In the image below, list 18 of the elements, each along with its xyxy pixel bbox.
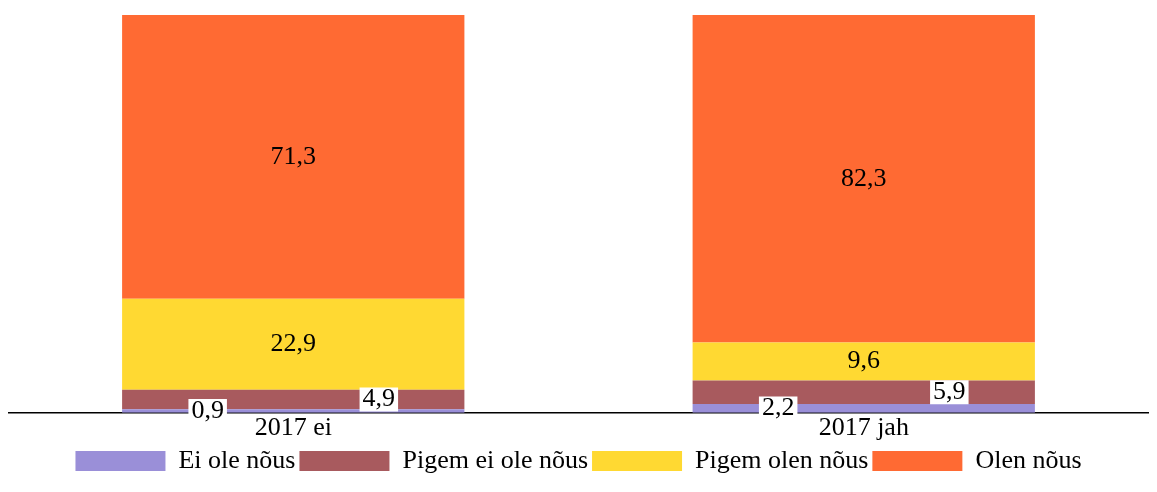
legend-label: Olen nõus xyxy=(975,444,1082,474)
data-label: 9,6 xyxy=(847,345,880,375)
data-label: 2,2 xyxy=(761,392,795,422)
data-label: 82,3 xyxy=(841,162,887,192)
legend-label: Ei ole nõus xyxy=(178,444,296,474)
data-label: 5,9 xyxy=(933,376,966,406)
x-tick-label: 2017 ei xyxy=(254,412,332,442)
data-label: 22,9 xyxy=(270,328,316,358)
data-label: 71,3 xyxy=(270,140,316,170)
data-label: 4,9 xyxy=(362,383,396,413)
bar xyxy=(122,298,465,390)
legend-label: Pigem ei ole nõus xyxy=(402,444,589,474)
bar xyxy=(692,342,1035,381)
x-tick-label: 2017 jah xyxy=(818,412,909,442)
bar xyxy=(122,15,465,299)
data-label: 0,9 xyxy=(191,394,224,424)
legend-label: Pigem olen nõus xyxy=(695,444,869,474)
bar xyxy=(692,15,1035,343)
